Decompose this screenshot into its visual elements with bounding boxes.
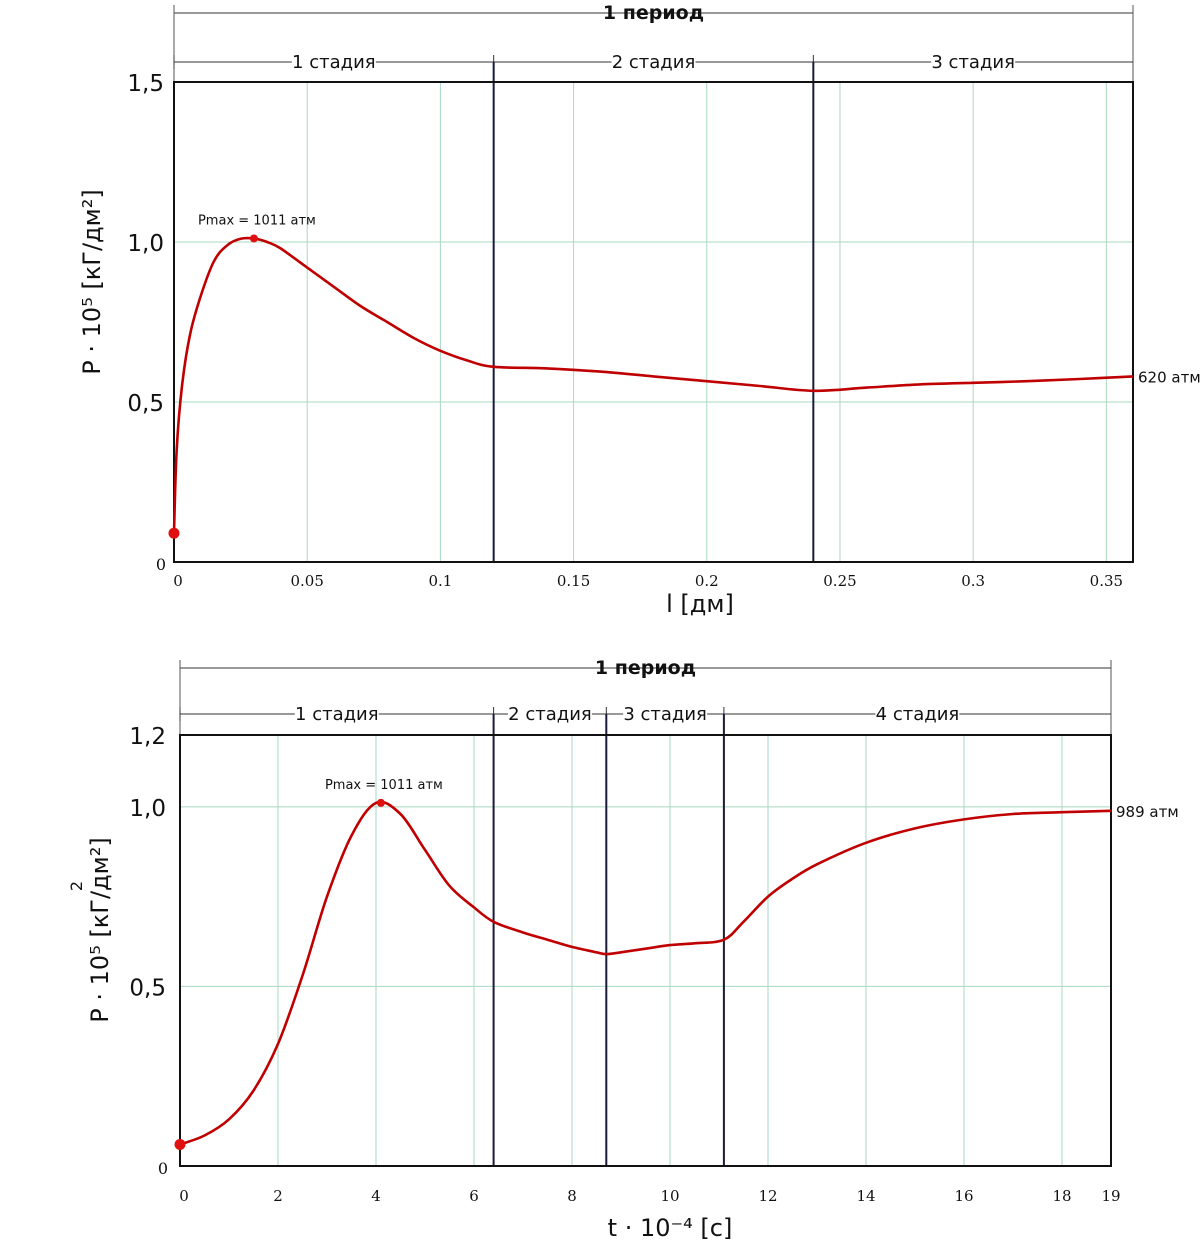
pmax-annotation: Pmax = 1011 атм bbox=[325, 778, 443, 793]
stage-label: 2 стадия bbox=[612, 52, 696, 73]
x-tick-label: 6 bbox=[469, 1187, 479, 1205]
x-tick-label: 0 bbox=[179, 1187, 189, 1205]
x-tick-label: 14 bbox=[856, 1187, 875, 1205]
stage-label-bg bbox=[611, 51, 696, 71]
stages: 1 стадия 2 стадия 3 стадия 4 стадия bbox=[179, 703, 1111, 1166]
stage-label-bg bbox=[931, 51, 1016, 71]
x-tick-label: 0.25 bbox=[823, 572, 856, 590]
x-tick-labels: 0 0.05 0.1 0.15 0.2 0.25 0.3 0.35 bbox=[173, 572, 1123, 590]
y-axis-title: P · 10⁵ [кГ/дм²] bbox=[78, 189, 106, 374]
x-tick-label: 0.1 bbox=[428, 572, 452, 590]
stage-label-bg bbox=[507, 703, 592, 723]
end-value-annotation: 989 атм bbox=[1116, 803, 1179, 821]
x-tick-label: 18 bbox=[1052, 1187, 1071, 1205]
x-tick-label: 0.15 bbox=[557, 572, 590, 590]
stage-label: 3 стадия bbox=[623, 704, 707, 725]
stage-label-bg bbox=[875, 703, 960, 723]
y-tick-label: 1,2 bbox=[129, 724, 166, 750]
y-axis-title-prefix: 2 bbox=[67, 881, 86, 891]
y-tick-label: 0,5 bbox=[127, 391, 164, 417]
y-tick-label: 1,5 bbox=[127, 71, 164, 97]
stage-label: 1 стадия bbox=[295, 704, 379, 725]
y-axis-title: P · 10⁵ [кГ/дм²] bbox=[86, 837, 114, 1022]
stage-label: 2 стадия bbox=[508, 704, 592, 725]
x-tick-label: 8 bbox=[567, 1187, 577, 1205]
x-tick-label: 0.3 bbox=[961, 572, 985, 590]
stage-label: 1 стадия bbox=[292, 52, 376, 73]
y-tick-labels: 0 0,5 1,0 1,5 bbox=[127, 71, 166, 574]
x-tick-label: 12 bbox=[758, 1187, 777, 1205]
stage-label-bg bbox=[294, 703, 379, 723]
y-tick-labels: 0 0,5 1,0 1,2 bbox=[129, 724, 168, 1178]
pressure-series-line bbox=[179, 800, 1112, 1146]
pressure-series-line bbox=[172, 236, 1134, 534]
y-tick-label: 0,5 bbox=[129, 975, 166, 1001]
stage-label: 3 стадия bbox=[931, 52, 1015, 73]
chart-1: 1 период 1 стадия 2 стадия 3 стадия 0 0,5 1,0 1… bbox=[78, 2, 1200, 618]
period-label: 1 период bbox=[603, 2, 704, 24]
period-label: 1 период bbox=[595, 657, 696, 679]
x-axis-title: l [дм] bbox=[666, 590, 734, 618]
chart-2: 1 период 1 стадия 2 стадия 3 стадия 4 стадия… bbox=[67, 657, 1179, 1242]
plot-frame bbox=[173, 81, 1134, 563]
start-point-marker bbox=[168, 527, 180, 539]
x-tick-label: 4 bbox=[371, 1187, 381, 1205]
y-tick-label: 1,0 bbox=[127, 231, 164, 257]
plot-frame bbox=[179, 734, 1112, 1167]
period-bracket: 1 период bbox=[179, 657, 1112, 735]
stage-label: 4 стадия bbox=[876, 704, 960, 725]
pmax-point-marker bbox=[249, 234, 258, 243]
pmax-annotation: Pmax = 1011 атм bbox=[198, 213, 316, 228]
y-tick-label: 1,0 bbox=[129, 796, 166, 822]
x-tick-label: 19 bbox=[1101, 1187, 1120, 1205]
stages: 1 стадия 2 стадия 3 стадия bbox=[173, 51, 1133, 562]
x-tick-label: 2 bbox=[273, 1187, 283, 1205]
grid bbox=[180, 735, 1111, 1166]
grid bbox=[174, 82, 1133, 562]
period-bracket: 1 период bbox=[173, 2, 1134, 82]
x-tick-label: 0.35 bbox=[1090, 572, 1123, 590]
x-tick-label: 10 bbox=[660, 1187, 679, 1205]
x-tick-label: 16 bbox=[954, 1187, 973, 1205]
y-tick-label: 0 bbox=[156, 555, 166, 574]
x-axis-title: t · 10⁻⁴ [с] bbox=[608, 1214, 733, 1242]
x-tick-label: 0 bbox=[173, 572, 183, 590]
y-tick-label: 0 bbox=[158, 1159, 168, 1178]
x-tick-label: 0.2 bbox=[695, 572, 719, 590]
stage-label-bg bbox=[623, 703, 708, 723]
pmax-point-marker bbox=[376, 798, 385, 807]
start-point-marker bbox=[174, 1138, 186, 1150]
x-tick-labels: 0 2 4 6 8 10 12 14 16 18 19 bbox=[179, 1187, 1120, 1205]
end-value-annotation: 620 атм bbox=[1138, 368, 1200, 386]
x-tick-label: 0.05 bbox=[290, 572, 323, 590]
stage-label-bg bbox=[291, 51, 376, 71]
